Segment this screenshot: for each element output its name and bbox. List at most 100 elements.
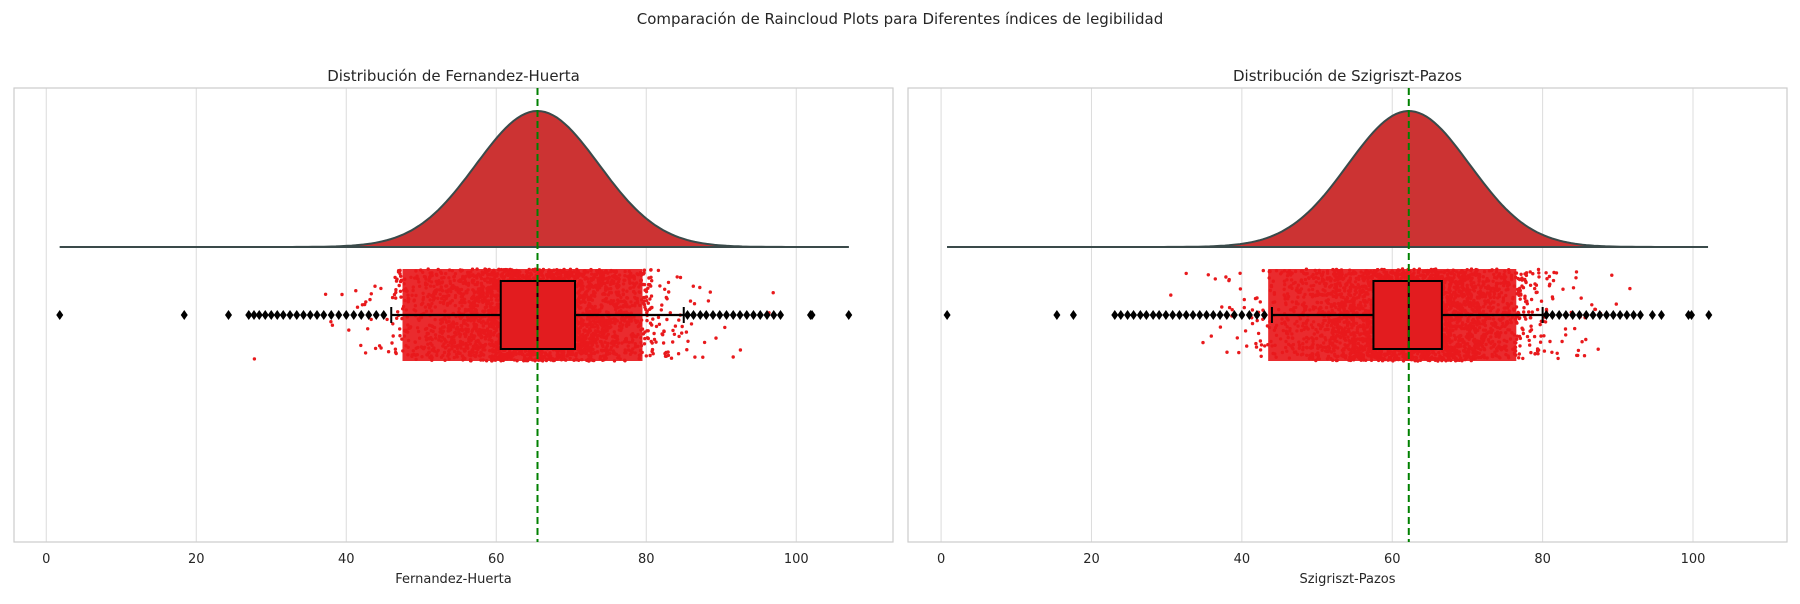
data-point [1220, 305, 1223, 308]
data-point [677, 318, 680, 321]
data-point [643, 330, 646, 333]
data-point [666, 350, 669, 353]
data-point [356, 306, 359, 309]
data-point [673, 333, 676, 336]
data-point [364, 351, 367, 354]
data-point [394, 351, 397, 354]
outlier-marker [268, 310, 275, 320]
outlier-marker [373, 310, 380, 320]
data-point [378, 344, 381, 347]
data-point [1518, 352, 1521, 355]
x-tick-label: 100 [1681, 552, 1706, 567]
data-point [364, 300, 367, 303]
data-point [1536, 347, 1539, 350]
data-point [1526, 335, 1529, 338]
data-point [329, 320, 332, 323]
data-point [398, 269, 401, 272]
data-point [398, 334, 401, 337]
data-point [1529, 284, 1532, 287]
data-point [1185, 272, 1188, 275]
data-point [1543, 349, 1546, 352]
data-point [1529, 325, 1532, 328]
data-point [1548, 275, 1551, 278]
data-point [701, 356, 704, 359]
data-point [772, 291, 775, 294]
data-point [340, 293, 343, 296]
data-point [361, 303, 364, 306]
data-point [649, 322, 652, 325]
data-point [1544, 271, 1547, 274]
data-point [1544, 320, 1547, 323]
data-point [368, 298, 371, 301]
x-tick-label: 0 [42, 552, 50, 567]
data-point [649, 306, 652, 309]
data-point [643, 342, 646, 345]
data-point [663, 288, 666, 291]
x-tick-label: 100 [784, 552, 809, 567]
data-point [1537, 271, 1540, 274]
data-point [1243, 306, 1246, 309]
data-point [359, 344, 362, 347]
data-point [667, 290, 670, 293]
data-point [1536, 352, 1539, 355]
data-point [667, 281, 670, 284]
data-point [650, 294, 653, 297]
data-point [1528, 343, 1531, 346]
data-point [647, 337, 650, 340]
kde-area [60, 111, 849, 247]
data-point [709, 290, 712, 293]
outlier-marker [314, 310, 321, 320]
data-point [660, 303, 663, 306]
outlier-marker [730, 310, 737, 320]
data-point [1550, 351, 1553, 354]
data-point [679, 276, 682, 279]
data-point [645, 311, 648, 314]
data-point [1539, 334, 1542, 337]
outlier-marker [256, 310, 263, 320]
data-point [650, 279, 653, 282]
data-point [374, 347, 377, 350]
data-point [681, 325, 684, 328]
outlier-marker [723, 310, 730, 320]
outlier-marker [262, 310, 269, 320]
data-point [1524, 281, 1527, 284]
data-point [395, 317, 398, 320]
data-point [394, 296, 397, 299]
data-point [1518, 344, 1521, 347]
data-point [693, 302, 696, 305]
data-point [649, 284, 652, 287]
outlier-marker [307, 310, 314, 320]
data-point [1225, 351, 1228, 354]
data-point [1529, 351, 1532, 354]
data-point [370, 318, 373, 321]
data-point [1574, 276, 1577, 279]
data-point [665, 297, 668, 300]
data-point [1262, 269, 1265, 272]
data-point [387, 350, 390, 353]
data-point [1531, 310, 1534, 313]
data-point [674, 324, 677, 327]
data-point [662, 341, 665, 344]
data-point [1257, 332, 1260, 335]
outlier-marker [300, 310, 307, 320]
data-point [370, 292, 373, 295]
data-point [676, 275, 679, 278]
data-point [399, 295, 402, 298]
outlier-marker [690, 310, 697, 320]
data-point [1260, 355, 1263, 358]
data-point [723, 326, 726, 329]
data-point [394, 348, 397, 351]
data-point [331, 324, 334, 327]
data-point [677, 335, 680, 338]
data-point [703, 341, 706, 344]
data-point [645, 290, 648, 293]
data-point [396, 310, 399, 313]
data-point [651, 317, 654, 320]
outlier-marker [845, 310, 852, 320]
data-point [398, 327, 401, 330]
panel-title: Distribución de Szigriszt-Pazos [1233, 67, 1462, 85]
data-point [1259, 348, 1262, 351]
panel-title: Distribución de Fernandez-Huerta [327, 67, 580, 85]
outlier-marker [684, 310, 691, 320]
